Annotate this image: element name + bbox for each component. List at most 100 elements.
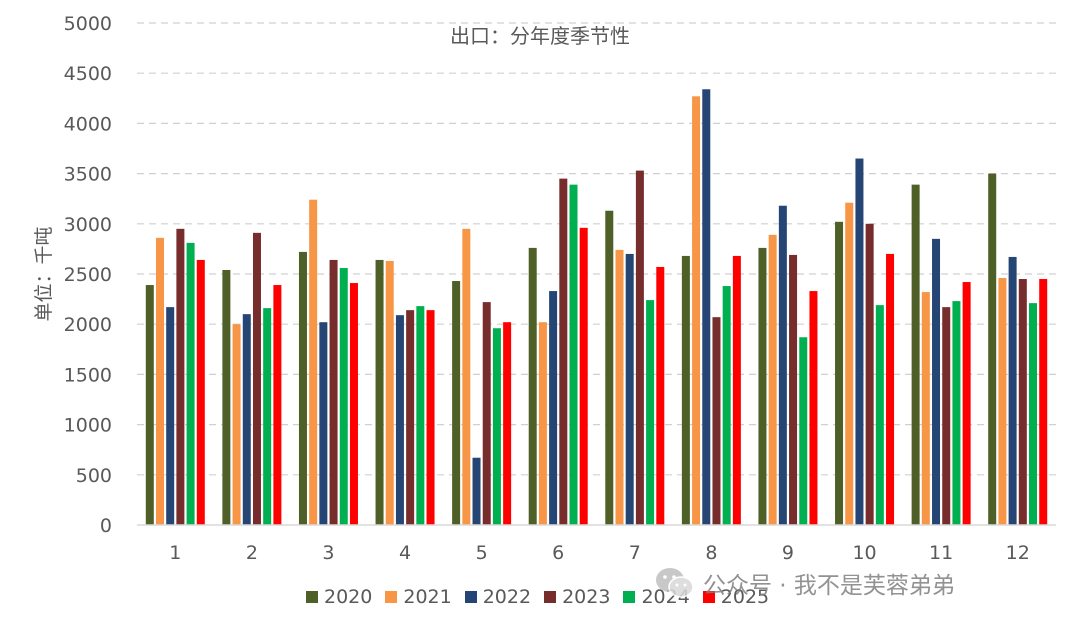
bar-2022-1	[166, 307, 175, 525]
x-tick-label: 8	[705, 542, 717, 564]
x-tick-label: 6	[552, 542, 564, 564]
x-tick-label: 7	[629, 542, 641, 564]
y-tick-label: 1500	[64, 364, 112, 386]
bar-2021-5	[462, 228, 471, 525]
watermark-text: 公众号 · 我不是芙蓉弟弟	[703, 573, 955, 599]
bar-2020-7	[605, 210, 614, 526]
bar-2020-6	[528, 247, 537, 525]
bar-2025-6	[579, 227, 588, 526]
legend-item-2021: 2021	[385, 586, 452, 608]
bar-2024-6	[569, 184, 578, 526]
bar-2021-7	[615, 249, 624, 526]
bar-2025-11	[962, 282, 971, 525]
bar-2023-1	[176, 228, 185, 525]
bar-2023-3	[329, 259, 338, 525]
bar-2022-6	[549, 291, 558, 525]
x-tick-label: 10	[852, 542, 876, 564]
bar-2024-8	[722, 286, 731, 525]
bar-2021-8	[692, 96, 701, 526]
bar-2021-9	[768, 234, 777, 525]
bar-2025-1	[196, 259, 205, 525]
bar-2021-1	[155, 237, 164, 525]
bar-2020-4	[375, 259, 384, 525]
legend-swatch	[464, 591, 477, 603]
bar-2025-9	[809, 291, 818, 525]
legend-item-2023: 2023	[544, 586, 610, 608]
bar-2024-12	[1029, 303, 1038, 525]
wechat-icon	[656, 568, 694, 598]
bar-2025-7	[656, 266, 665, 525]
bar-2023-9	[789, 254, 798, 525]
bar-2025-4	[426, 310, 435, 525]
y-tick-label: 4000	[64, 113, 112, 135]
bar-2023-6	[559, 178, 568, 525]
legend: 2020 2021 2022 2023 2024 2025	[306, 586, 782, 608]
x-tick-label: 4	[399, 542, 411, 564]
bar-2020-8	[681, 255, 690, 526]
legend-label: 2025	[720, 586, 770, 608]
bar-2025-8	[732, 255, 741, 526]
bar-2022-4	[395, 315, 404, 525]
bar-2021-11	[921, 292, 930, 525]
legend-item-2025: 2025	[702, 586, 770, 608]
legend-label: 2023	[562, 586, 611, 608]
bar-2021-3	[309, 199, 318, 526]
bar-2024-7	[646, 300, 655, 525]
x-tick-label: 5	[476, 542, 488, 564]
bar-2020-2	[222, 269, 231, 525]
bar-2022-3	[319, 322, 328, 525]
x-tick-label: 12	[1006, 542, 1030, 564]
bar-2021-2	[232, 324, 241, 525]
bar-2022-5	[472, 457, 481, 525]
y-tick-labels: 0 500 1000 1500 2000 2500 3000 3500 4000 4500 5000	[64, 13, 112, 537]
x-tick-label: 11	[929, 542, 953, 564]
y-axis-label: 单位：千吨	[33, 226, 55, 321]
bar-2021-10	[845, 202, 854, 525]
x-tick-label: 9	[782, 542, 794, 564]
bar-2022-8	[702, 89, 711, 525]
bar-2021-6	[538, 322, 547, 525]
chart-title: 出口：分年度季节性	[450, 24, 630, 48]
bar-2020-3	[298, 251, 307, 526]
bar-2024-3	[339, 267, 348, 525]
bar-2023-7	[635, 170, 644, 525]
bar-2025-12	[1039, 279, 1048, 525]
bar-2020-11	[911, 184, 920, 526]
bar-2023-10	[865, 223, 874, 526]
bars	[145, 89, 1048, 526]
bar-2021-4	[385, 260, 394, 525]
y-tick-label: 2000	[64, 314, 112, 336]
x-tick-label: 2	[246, 542, 258, 564]
bar-2023-12	[1018, 279, 1027, 525]
y-tick-label: 0	[100, 515, 112, 537]
bar-2024-9	[799, 337, 808, 525]
bar-2024-1	[186, 242, 195, 525]
legend-label: 2020	[324, 586, 373, 608]
bar-2022-12	[1008, 256, 1017, 525]
bar-2021-12	[998, 278, 1007, 525]
bar-2022-9	[778, 205, 787, 525]
bar-2022-2	[242, 314, 251, 525]
bar-2022-10	[855, 158, 864, 526]
legend-swatch	[306, 591, 318, 603]
bar-2025-5	[503, 322, 512, 525]
x-tick-label: 3	[322, 542, 334, 564]
bar-2023-2	[252, 232, 261, 525]
y-tick-label: 4500	[64, 63, 112, 85]
watermark: 公众号 · 我不是芙蓉弟弟	[655, 566, 955, 600]
x-tick-label: 1	[169, 542, 181, 564]
bar-2023-11	[942, 307, 951, 525]
bar-2020-12	[988, 173, 997, 525]
bar-2020-10	[835, 221, 844, 526]
x-tick-labels: 1 2 3 4 5 6 7 8 9 10 11 12	[169, 542, 1030, 564]
legend-swatch	[623, 591, 636, 603]
bar-2023-4	[406, 310, 415, 525]
y-tick-label: 3500	[64, 164, 112, 186]
bar-2020-1	[145, 285, 154, 525]
y-tick-label: 3000	[64, 214, 112, 236]
legend-item-2020: 2020	[306, 586, 372, 608]
y-tick-label: 2500	[64, 264, 112, 286]
bar-2020-5	[452, 281, 461, 525]
bar-2024-11	[952, 301, 961, 525]
